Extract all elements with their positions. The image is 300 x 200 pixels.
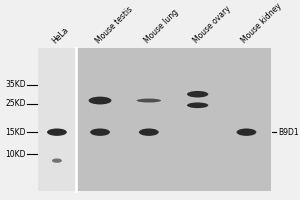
Ellipse shape	[236, 128, 256, 136]
Text: 10KD: 10KD	[5, 150, 26, 159]
Ellipse shape	[90, 128, 110, 136]
Text: Mouse lung: Mouse lung	[142, 8, 180, 45]
Text: Mouse ovary: Mouse ovary	[191, 4, 232, 45]
FancyBboxPatch shape	[38, 48, 76, 191]
Text: 25KD: 25KD	[5, 99, 26, 108]
Text: B9D1: B9D1	[278, 128, 298, 137]
Ellipse shape	[88, 97, 112, 104]
FancyBboxPatch shape	[76, 48, 271, 191]
Ellipse shape	[137, 99, 161, 102]
Text: HeLa: HeLa	[51, 25, 70, 45]
Ellipse shape	[187, 102, 208, 108]
Text: Mouse kidney: Mouse kidney	[240, 2, 284, 45]
Text: 35KD: 35KD	[5, 80, 26, 89]
Text: 15KD: 15KD	[5, 128, 26, 137]
Text: Mouse testis: Mouse testis	[94, 5, 134, 45]
Ellipse shape	[187, 91, 208, 97]
Ellipse shape	[52, 158, 62, 163]
Ellipse shape	[139, 128, 159, 136]
Ellipse shape	[47, 128, 67, 136]
